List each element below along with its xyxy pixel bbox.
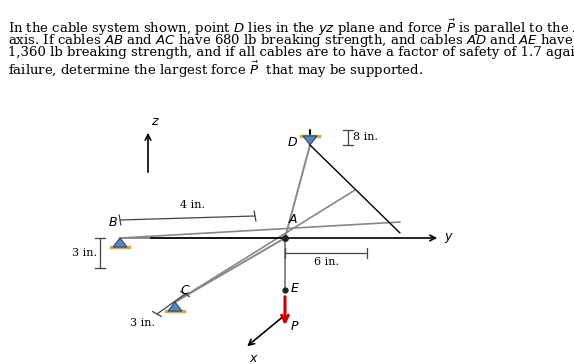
Text: $y$: $y$ (444, 231, 454, 245)
Text: 6 in.: 6 in. (313, 257, 339, 267)
Text: 1,360 lb breaking strength, and if all cables are to have a factor of safety of : 1,360 lb breaking strength, and if all c… (8, 46, 574, 59)
Text: 3 in.: 3 in. (72, 248, 97, 258)
Text: $D$: $D$ (287, 136, 298, 150)
Text: $E$: $E$ (290, 281, 300, 294)
Text: 3 in.: 3 in. (130, 318, 155, 328)
Text: $z$: $z$ (151, 115, 160, 128)
Text: 4 in.: 4 in. (180, 200, 205, 210)
Text: failure, determine the largest force $\vec{P}$  that may be supported.: failure, determine the largest force $\v… (8, 60, 423, 80)
Polygon shape (113, 238, 127, 247)
Text: $P$: $P$ (290, 320, 300, 332)
Text: 8 in.: 8 in. (353, 132, 378, 142)
Text: In the cable system shown, point $D$ lies in the $yz$ plane and force $\vec{P}$ : In the cable system shown, point $D$ lie… (8, 18, 574, 38)
Text: axis. If cables $AB$ and $AC$ have 680 lb breaking strength, and cables $AD$ and: axis. If cables $AB$ and $AC$ have 680 l… (8, 32, 573, 49)
Polygon shape (303, 136, 317, 145)
Text: $C$: $C$ (180, 284, 191, 297)
Polygon shape (168, 302, 182, 311)
Text: $B$: $B$ (108, 216, 118, 229)
Text: $A$: $A$ (288, 213, 298, 226)
Text: $x$: $x$ (249, 352, 259, 364)
